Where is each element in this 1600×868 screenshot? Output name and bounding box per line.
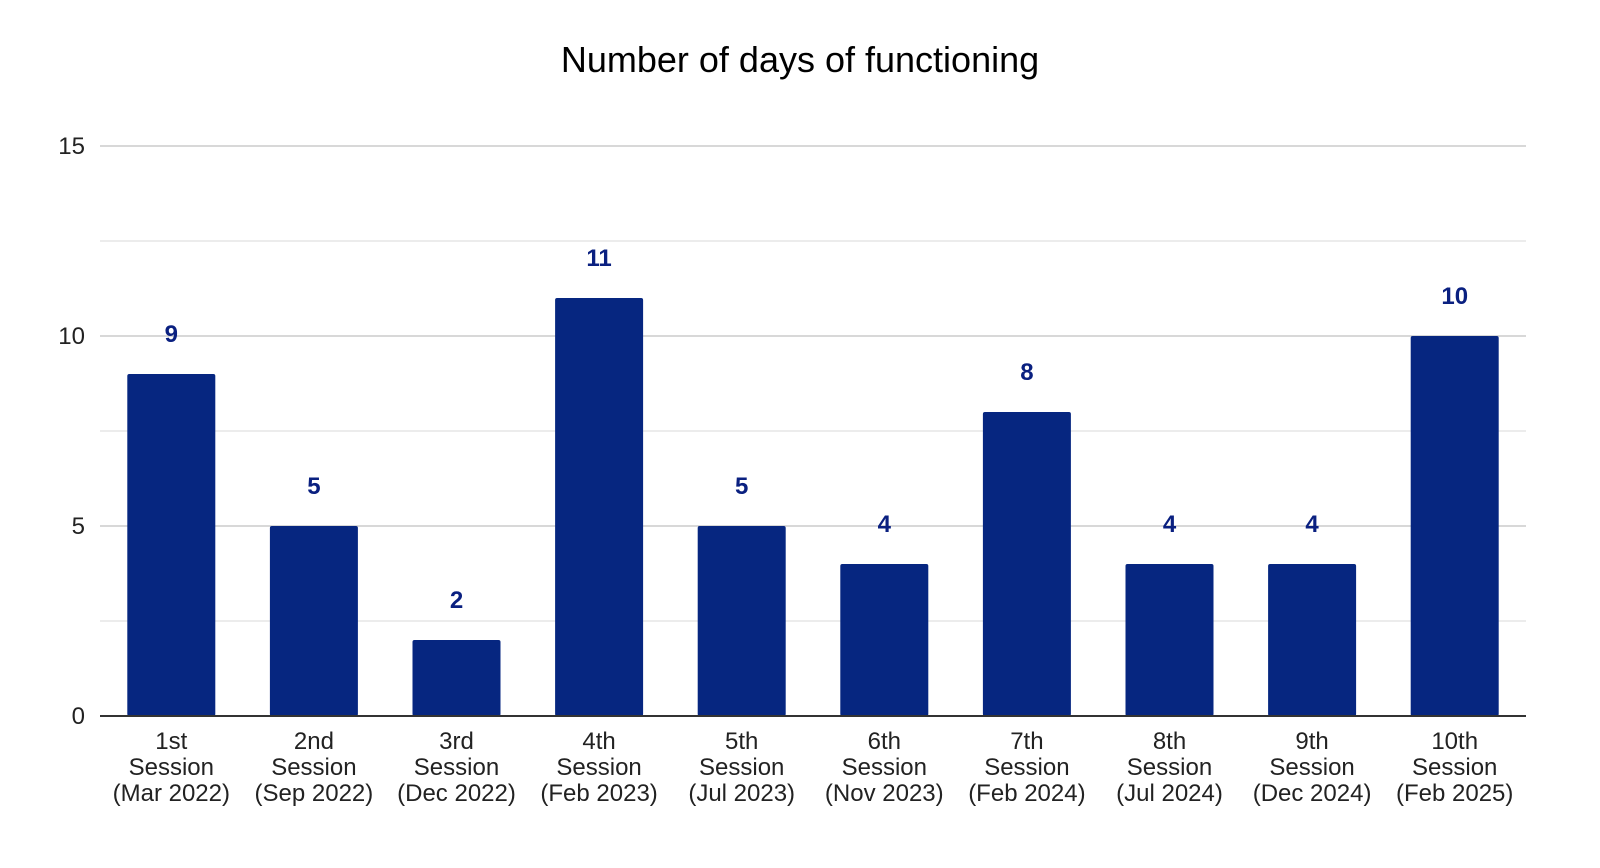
y-axis-ticks: 0 5 10 15 [58, 133, 85, 730]
data-labels: 9 5 2 11 5 4 8 4 4 10 [165, 245, 1468, 614]
bar [555, 298, 644, 716]
x-tick-label-line: Session [414, 754, 499, 781]
data-label: 11 [586, 245, 611, 272]
x-tick-label-line: 10th [1431, 728, 1478, 755]
data-label: 5 [307, 473, 320, 500]
x-tick-label: 8th Session (Jul 2024) [1116, 728, 1223, 807]
x-tick-label-line: 3rd [439, 728, 474, 755]
x-tick-label-line: Session [271, 754, 356, 781]
x-tick-label-line: 5th [725, 728, 758, 755]
data-label: 4 [878, 511, 892, 538]
bar [269, 526, 358, 716]
bar [127, 374, 216, 716]
data-label: 2 [450, 587, 463, 614]
data-label: 8 [1020, 359, 1033, 386]
x-tick-label-line: Session [1269, 754, 1354, 781]
x-tick-label: 2nd Session (Sep 2022) [255, 728, 374, 807]
x-tick-label-line: Session [556, 754, 641, 781]
x-tick-label-line: 8th [1153, 728, 1186, 755]
bar [840, 564, 929, 716]
x-tick-label-line: (Sep 2022) [255, 780, 374, 807]
x-tick-label-line: (Nov 2023) [825, 780, 944, 807]
x-tick-label-line: (Mar 2022) [113, 780, 230, 807]
x-tick-label-line: (Jul 2024) [1116, 780, 1223, 807]
bar [697, 526, 786, 716]
y-tick-label: 5 [72, 513, 85, 540]
data-label: 5 [735, 473, 748, 500]
data-label: 9 [165, 321, 178, 348]
data-label: 10 [1441, 283, 1468, 310]
data-label: 4 [1305, 511, 1319, 538]
x-tick-label: 6th Session (Nov 2023) [825, 728, 944, 807]
bar [1268, 564, 1357, 716]
x-tick-label: 5th Session (Jul 2023) [688, 728, 795, 807]
bar [412, 640, 501, 716]
x-tick-label-line: (Dec 2024) [1253, 780, 1372, 807]
x-tick-label-line: 4th [582, 728, 615, 755]
x-tick-label-line: (Feb 2024) [968, 780, 1085, 807]
x-tick-label-line: 7th [1010, 728, 1043, 755]
x-tick-label-line: Session [1127, 754, 1212, 781]
x-tick-label-line: 6th [868, 728, 901, 755]
x-tick-label-line: (Feb 2023) [540, 780, 657, 807]
x-tick-label-line: Session [842, 754, 927, 781]
x-tick-label-line: 1st [155, 728, 187, 755]
bar [1125, 564, 1214, 716]
x-tick-label: 10th Session (Feb 2025) [1396, 728, 1513, 807]
x-tick-label-line: 9th [1295, 728, 1328, 755]
x-tick-label-line: Session [129, 754, 214, 781]
y-tick-label: 10 [58, 323, 85, 350]
x-tick-label-line: Session [1412, 754, 1497, 781]
data-label: 4 [1163, 511, 1177, 538]
x-tick-label-line: 2nd [294, 728, 334, 755]
x-tick-label-line: (Jul 2023) [688, 780, 795, 807]
x-tick-label: 1st Session (Mar 2022) [113, 728, 230, 807]
x-tick-label: 3rd Session (Dec 2022) [397, 728, 516, 807]
chart-title: Number of days of functioning [561, 39, 1039, 80]
bar [982, 412, 1071, 716]
x-tick-label: 4th Session (Feb 2023) [540, 728, 657, 807]
y-tick-label: 0 [72, 703, 85, 730]
x-axis-ticks: 1st Session (Mar 2022)2nd Session (Sep 2022)… [113, 728, 1514, 807]
x-tick-label-line: Session [699, 754, 784, 781]
x-tick-label-line: (Feb 2025) [1396, 780, 1513, 807]
bars [127, 298, 1499, 716]
x-tick-label: 7th Session (Feb 2024) [968, 728, 1085, 807]
bar [1410, 336, 1499, 716]
x-tick-label-line: (Dec 2022) [397, 780, 516, 807]
x-tick-label-line: Session [984, 754, 1069, 781]
y-tick-label: 15 [58, 133, 85, 160]
x-tick-label: 9th Session (Dec 2024) [1253, 728, 1372, 807]
